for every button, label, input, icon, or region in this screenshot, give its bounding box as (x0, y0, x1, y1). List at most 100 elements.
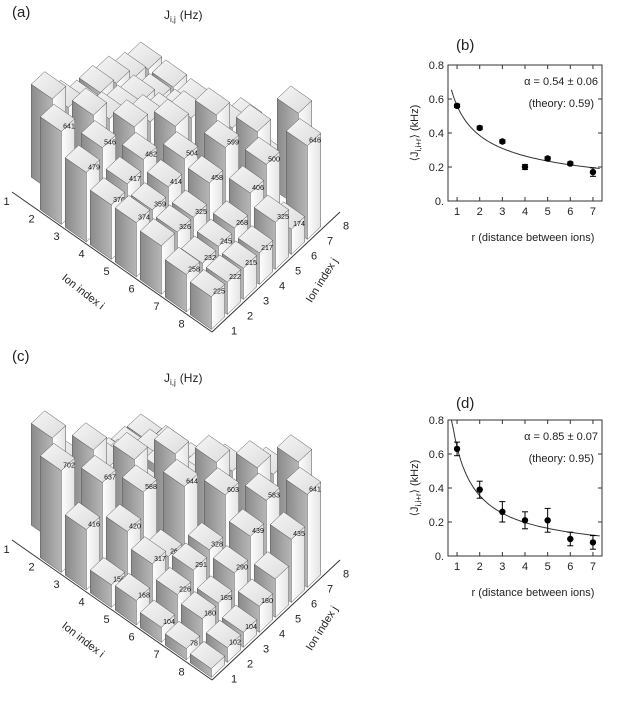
panel-c-title: Ji,j (Hz) (164, 371, 202, 387)
bar-value-label: 644 (186, 478, 198, 485)
i-tick-label: 8 (178, 318, 184, 330)
bar-value-label: 325 (195, 209, 207, 216)
i-tick-label: 5 (103, 614, 109, 626)
axis-j-line (211, 211, 341, 333)
panel-d-plot-area: 0. 0.2 0.4 0.6 0.8 1 2 3 4 5 6 7 α = 0.85 ± 0.07 (the… (409, 415, 603, 599)
y-tick-label: 0.4 (429, 483, 444, 495)
bar-value-label: 504 (186, 151, 198, 158)
axis-j-title: Ion index j (304, 604, 341, 653)
bar-value-label: 406 (252, 185, 264, 192)
i-tick-label: 3 (53, 231, 59, 243)
bar-value-label: 328 (211, 542, 223, 549)
bar-value-label: 479 (88, 164, 100, 171)
bar-value-label: 583 (268, 492, 280, 499)
y-tick-label: 0. (435, 196, 444, 208)
data-point (499, 508, 506, 515)
bar-value-label: 359 (154, 202, 166, 209)
axis-i-title: Ion index i (59, 620, 106, 660)
i-tick-label: 2 (28, 213, 34, 225)
x-tick-label: 3 (499, 206, 505, 218)
bar-a-8-1: 225 (189, 269, 226, 330)
panel-c-bars: 7026375886446035836414164202643284394351… (30, 410, 322, 678)
bar-value-label: 641 (309, 486, 321, 493)
bar-value-label: 417 (129, 176, 141, 183)
j-tick-label: 4 (279, 629, 285, 641)
panel-a-title-j: J (164, 8, 170, 22)
bar-value-label: 435 (293, 531, 305, 538)
bar-value-label: 225 (213, 289, 225, 296)
x-tick-label: 5 (545, 206, 551, 218)
bar-value-label: 104 (163, 619, 175, 626)
j-tick-label: 4 (279, 281, 285, 293)
y-tick-label: 0.8 (429, 60, 444, 72)
bar-value-label: 156 (113, 577, 125, 584)
x-tick-label: 6 (567, 561, 573, 573)
data-point (567, 160, 574, 167)
panel-a-title-unit: (Hz) (180, 8, 203, 22)
panel-a-label: (a) (12, 4, 30, 21)
data-point (544, 517, 551, 524)
j-tick-label: 5 (295, 614, 301, 626)
data-point (453, 445, 461, 453)
i-tick-label: 1 (3, 196, 9, 208)
j-tick-label: 5 (295, 266, 301, 278)
axis-i-title: Ion index i (59, 272, 106, 312)
x-axis-label: r (distance between ions) (472, 232, 595, 244)
y-axis-label: ⟨Ji,i+r⟩ (kHz) (409, 105, 423, 162)
bar-value-label: 222 (229, 274, 241, 281)
panel-c-title-sub: i,j (170, 378, 176, 387)
panel-b-label: (b) (456, 37, 474, 54)
y-tick-label: 0.6 (429, 449, 444, 461)
bar-value-label: 78 (190, 640, 198, 647)
bar-value-label: 439 (252, 528, 264, 535)
bar-value-label: 374 (138, 215, 150, 222)
panel-c-label: (c) (12, 348, 30, 365)
axis-i-line (11, 191, 213, 333)
j-tick-label: 2 (247, 311, 253, 323)
panel-b-scatter-plot: (b) 0. 0.2 0.4 0.6 0.8 1 2 3 4 5 6 7 α = 0.54 ± 0.06… (409, 37, 603, 244)
i-tick-label: 5 (103, 266, 109, 278)
bar-value-label: 185 (220, 595, 232, 602)
x-tick-label: 1 (454, 206, 460, 218)
y-tick-label: 0.6 (429, 94, 444, 106)
bar-value-label: 232 (204, 255, 216, 262)
i-tick-label: 3 (53, 579, 59, 591)
j-tick-label: 6 (311, 599, 317, 611)
data-point (544, 155, 551, 162)
bar-value-label: 641 (63, 123, 75, 130)
data-point (567, 535, 574, 543)
panel-c-title-unit: (Hz) (180, 371, 203, 385)
data-point (521, 163, 529, 171)
j-tick-label: 7 (327, 236, 333, 248)
bar-c-4-1: 156 (89, 557, 126, 608)
bar-c-7-1: 78 (164, 620, 201, 661)
bar-value-label: 588 (145, 484, 157, 491)
bar-value-label: 458 (211, 175, 223, 182)
j-tick-label: 8 (343, 569, 349, 581)
bar-value-label: 290 (236, 565, 248, 572)
x-tick-label: 5 (545, 561, 551, 573)
bar-value-label: 603 (227, 487, 239, 494)
axis-j-line (211, 559, 341, 681)
j-tick-label: 2 (247, 659, 253, 671)
panel-a-title: Ji,j (Hz) (164, 8, 202, 24)
j-tick-label: 3 (263, 644, 269, 656)
bar-value-label: 104 (245, 624, 257, 631)
x-tick-label: 7 (590, 561, 596, 573)
bar-value-label: 245 (220, 238, 232, 245)
panel-a-title-sub: i,j (170, 15, 176, 24)
axis-j-title: Ion index j (304, 256, 341, 305)
i-tick-label: 2 (28, 561, 34, 573)
j-tick-label: 3 (263, 296, 269, 308)
data-point (476, 486, 483, 493)
j-tick-label: 6 (311, 251, 317, 263)
fit-curve (450, 89, 600, 169)
bar-c-8-1 (189, 641, 226, 678)
panel-c-title-j: J (164, 371, 170, 385)
y-axis-label: ⟨Ji,i+r⟩ (kHz) (409, 460, 423, 517)
x-tick-label: 6 (567, 206, 573, 218)
i-tick-label: 8 (178, 666, 184, 678)
